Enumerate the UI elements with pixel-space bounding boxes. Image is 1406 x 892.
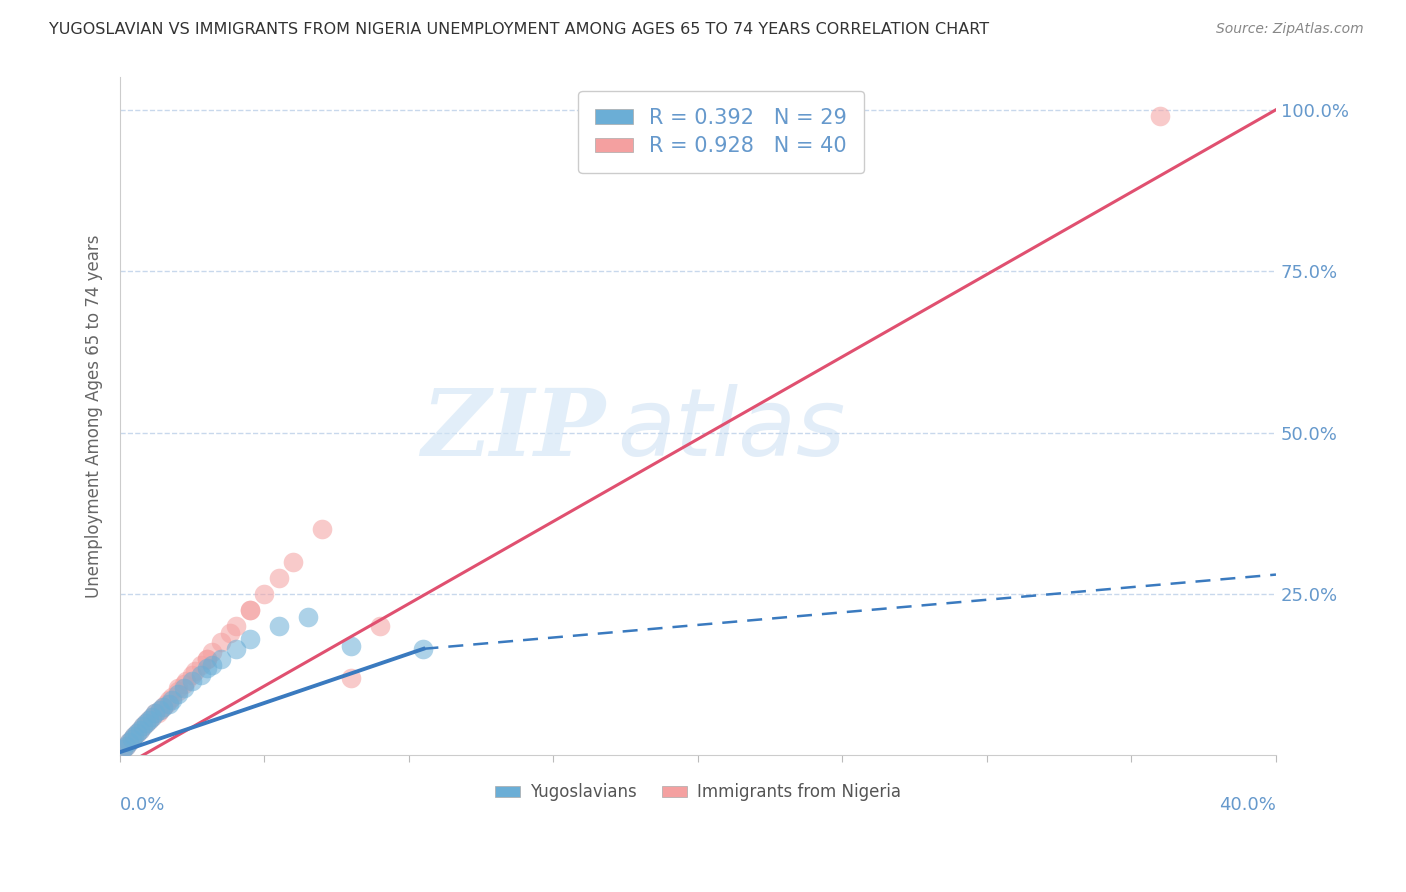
- Y-axis label: Unemployment Among Ages 65 to 74 years: Unemployment Among Ages 65 to 74 years: [86, 235, 103, 599]
- Point: [209, 651, 232, 665]
- Point: [152, 700, 174, 714]
- Point: [127, 725, 149, 739]
- Point: [195, 661, 218, 675]
- Point: [218, 625, 240, 640]
- Point: [195, 651, 218, 665]
- Text: YUGOSLAVIAN VS IMMIGRANTS FROM NIGERIA UNEMPLOYMENT AMONG AGES 65 TO 74 YEARS CO: YUGOSLAVIAN VS IMMIGRANTS FROM NIGERIA U…: [49, 22, 990, 37]
- Point: [129, 723, 152, 737]
- Point: [267, 619, 290, 633]
- Point: [129, 723, 152, 737]
- Point: [124, 729, 146, 743]
- Point: [340, 671, 363, 685]
- Point: [190, 667, 212, 681]
- Point: [166, 683, 188, 698]
- Point: [311, 522, 333, 536]
- Point: [267, 571, 290, 585]
- Point: [195, 651, 218, 665]
- Text: ZIP: ZIP: [422, 385, 606, 475]
- Point: [121, 732, 143, 747]
- Legend: Yugoslavians, Immigrants from Nigeria: Yugoslavians, Immigrants from Nigeria: [488, 777, 907, 808]
- Point: [157, 697, 180, 711]
- Point: [114, 739, 136, 753]
- Point: [141, 709, 163, 723]
- Point: [138, 713, 160, 727]
- Point: [111, 742, 134, 756]
- Point: [176, 674, 198, 689]
- Point: [173, 681, 195, 695]
- Point: [181, 674, 204, 689]
- Point: [340, 639, 363, 653]
- Point: [117, 735, 139, 749]
- Point: [121, 732, 143, 747]
- Point: [149, 703, 172, 717]
- Point: [201, 645, 224, 659]
- Point: [146, 706, 169, 721]
- Point: [135, 716, 157, 731]
- Point: [117, 735, 139, 749]
- Point: [141, 709, 163, 723]
- Point: [239, 603, 262, 617]
- Point: [209, 635, 232, 649]
- Text: 0.0%: 0.0%: [120, 796, 166, 814]
- Point: [201, 657, 224, 672]
- Point: [225, 619, 247, 633]
- Point: [160, 693, 183, 707]
- Point: [124, 729, 146, 743]
- Point: [184, 665, 207, 679]
- Point: [143, 706, 166, 721]
- Point: [132, 719, 155, 733]
- Point: [135, 716, 157, 731]
- Point: [143, 706, 166, 721]
- Point: [132, 719, 155, 733]
- Point: [157, 693, 180, 707]
- Point: [1149, 109, 1171, 123]
- Point: [149, 703, 172, 717]
- Point: [190, 657, 212, 672]
- Point: [239, 632, 262, 647]
- Point: [166, 681, 188, 695]
- Point: [166, 687, 188, 701]
- Point: [297, 609, 319, 624]
- Text: atlas: atlas: [617, 384, 845, 475]
- Point: [127, 725, 149, 739]
- Point: [152, 700, 174, 714]
- Point: [111, 742, 134, 756]
- Point: [181, 667, 204, 681]
- Point: [412, 641, 434, 656]
- Point: [368, 619, 391, 633]
- Point: [173, 677, 195, 691]
- Point: [155, 697, 177, 711]
- Point: [138, 713, 160, 727]
- Point: [160, 690, 183, 705]
- Text: 40.0%: 40.0%: [1219, 796, 1277, 814]
- Point: [114, 739, 136, 753]
- Point: [253, 587, 276, 601]
- Point: [283, 555, 305, 569]
- Text: Source: ZipAtlas.com: Source: ZipAtlas.com: [1216, 22, 1364, 37]
- Point: [225, 641, 247, 656]
- Point: [239, 603, 262, 617]
